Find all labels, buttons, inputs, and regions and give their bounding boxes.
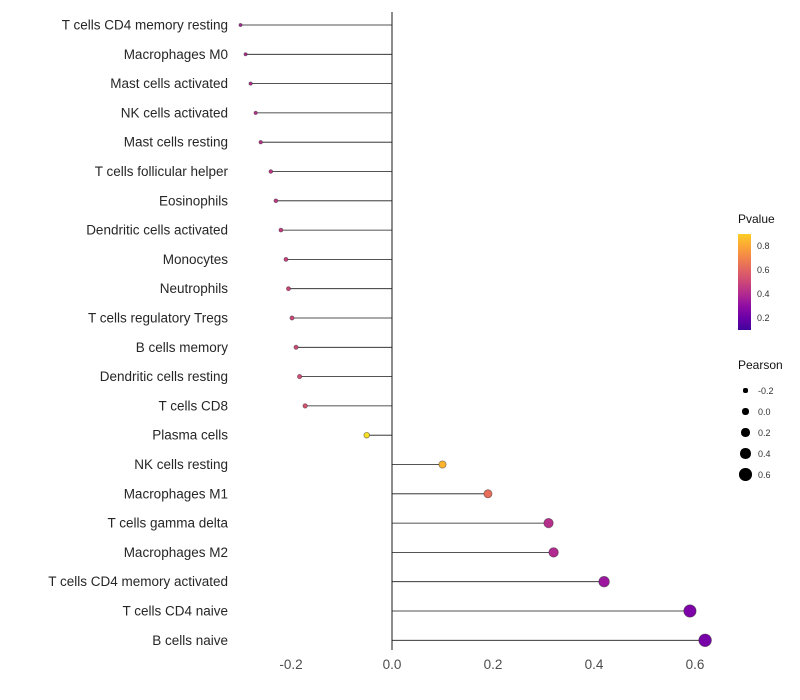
category-label: NK cells resting xyxy=(134,457,228,472)
pvalue-gradient-wrap: 0.8 0.6 0.4 0.2 xyxy=(738,234,800,334)
category-label: Neutrophils xyxy=(160,281,229,296)
category-label: B cells naive xyxy=(152,633,228,648)
pearson-tick-label: 0.4 xyxy=(758,448,771,459)
lollipop-dot xyxy=(483,489,493,499)
category-label: Dendritic cells activated xyxy=(86,223,228,238)
lollipop-dot xyxy=(302,403,308,409)
lollipop-dot xyxy=(253,110,258,115)
pearson-legend-entry: 0.4 xyxy=(738,443,800,464)
category-label: T cells gamma delta xyxy=(107,516,228,531)
pvalue-tick-label: 0.2 xyxy=(757,313,770,323)
lollipop-dot xyxy=(243,52,248,57)
pearson-legend-title: Pearson xyxy=(738,358,783,372)
pvalue-legend: Pvalue 0.8 0.6 0.4 0.2 xyxy=(738,212,800,334)
x-tick-label: 0.4 xyxy=(585,657,604,672)
pearson-legend-entry: 0.0 xyxy=(738,401,800,422)
pearson-legend-entry: 0.6 xyxy=(738,464,800,485)
lollipop-dot xyxy=(286,286,291,292)
lollipop-dot xyxy=(363,431,370,439)
lollipop-dot xyxy=(278,227,284,233)
pearson-size-dot xyxy=(739,468,752,481)
lollipop-dot xyxy=(297,374,303,380)
pearson-size-dot-cell xyxy=(738,388,753,393)
category-label: Monocytes xyxy=(163,252,229,267)
pvalue-tick-label: 0.8 xyxy=(757,241,770,251)
pvalue-gradient-bar xyxy=(738,234,751,330)
pearson-size-dot-cell xyxy=(738,408,753,415)
category-label: Macrophages M1 xyxy=(124,486,228,501)
x-tick-label: 0.2 xyxy=(484,657,503,672)
pearson-tick-label: 0.6 xyxy=(758,469,771,480)
category-label: T cells CD4 memory resting xyxy=(62,18,228,33)
pearson-legend: Pearson -0.2 0.0 0.2 0.4 0.6 xyxy=(738,358,800,485)
category-label: Eosinophils xyxy=(159,193,228,208)
pearson-tick-label: -0.2 xyxy=(758,385,774,396)
pvalue-legend-title: Pvalue xyxy=(738,212,775,226)
category-label: Plasma cells xyxy=(152,428,228,443)
lollipop-dot xyxy=(283,256,289,262)
x-tick-label: 0.6 xyxy=(686,657,705,672)
category-label: Macrophages M2 xyxy=(124,545,228,560)
lollipop-dot xyxy=(598,576,610,588)
lollipop-dot xyxy=(289,315,295,321)
pearson-legend-entry: -0.2 xyxy=(738,380,800,401)
pearson-size-dot xyxy=(741,428,750,437)
lollipop-dot xyxy=(293,344,299,350)
lollipop-dot xyxy=(698,633,712,648)
category-label: T cells follicular helper xyxy=(95,164,229,179)
pearson-size-dot xyxy=(742,408,749,415)
category-label: T cells CD8 xyxy=(158,398,228,413)
lollipop-dot xyxy=(548,547,559,558)
pearson-size-dot-cell xyxy=(738,448,753,459)
category-label: Dendritic cells resting xyxy=(100,369,228,384)
lollipop-dot xyxy=(258,140,263,145)
category-label: T cells regulatory Tregs xyxy=(88,311,228,326)
category-label: T cells CD4 memory activated xyxy=(48,574,228,589)
lollipop-dot xyxy=(248,81,253,86)
pvalue-tick-label: 0.4 xyxy=(757,289,770,299)
category-label: NK cells activated xyxy=(121,105,228,120)
lollipop-dot xyxy=(683,604,697,618)
pearson-size-dot xyxy=(740,448,751,459)
x-tick-label: -0.2 xyxy=(279,657,302,672)
pearson-tick-label: 0.0 xyxy=(758,406,771,417)
category-label: T cells CD4 naive xyxy=(122,604,228,619)
pearson-size-dot-cell xyxy=(738,468,753,481)
pearson-size-entries: -0.2 0.0 0.2 0.4 0.6 xyxy=(738,380,800,485)
lollipop-dot xyxy=(438,460,447,469)
pearson-legend-entry: 0.2 xyxy=(738,422,800,443)
lollipop-dot xyxy=(238,23,243,27)
category-label: Macrophages M0 xyxy=(124,47,228,62)
x-tick-label: 0.0 xyxy=(383,657,402,672)
pearson-size-dot-cell xyxy=(738,428,753,437)
legend-panel: Pvalue 0.8 0.6 0.4 0.2 Pearson -0.2 0.0 0.2 0.… xyxy=(738,212,800,485)
category-label: Mast cells activated xyxy=(110,76,228,91)
lollipop-dot xyxy=(543,517,554,529)
pvalue-tick-label: 0.6 xyxy=(757,265,770,275)
lollipop-dot xyxy=(268,169,274,174)
category-label: B cells memory xyxy=(136,340,229,355)
pearson-tick-label: 0.2 xyxy=(758,427,771,438)
lollipop-dot xyxy=(273,198,279,204)
category-label: Mast cells resting xyxy=(124,135,228,150)
pearson-size-dot xyxy=(743,388,748,393)
